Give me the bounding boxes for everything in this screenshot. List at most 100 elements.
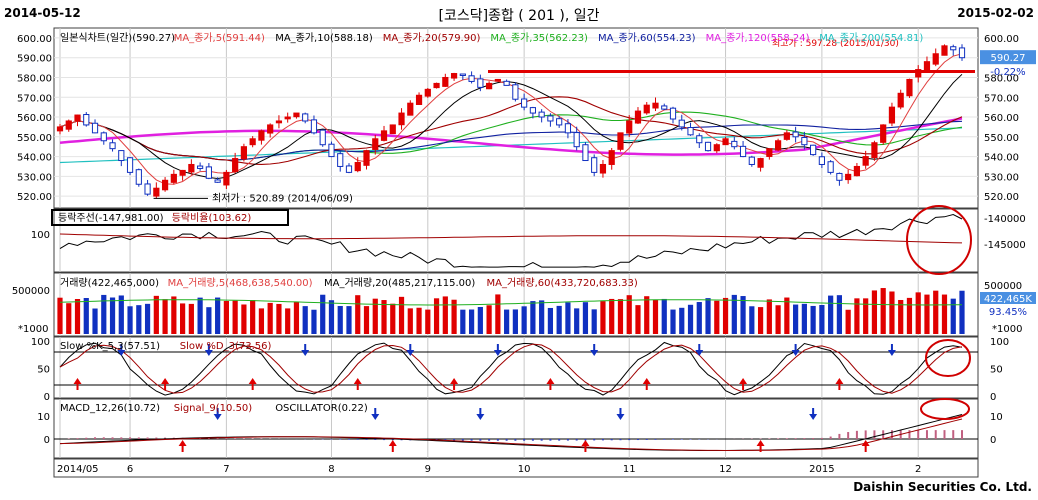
price-y-tick: 590.00 (17, 54, 52, 65)
price-legend-item: MA_종가,120(558.24) (706, 32, 810, 44)
candle-body (424, 88, 431, 97)
candle-body (56, 126, 64, 132)
moving-average-lines (59, 53, 963, 185)
volume-bar (495, 294, 501, 334)
candle-body (477, 78, 484, 88)
volume-bar (328, 300, 335, 334)
volume-bar (670, 309, 676, 334)
candle-body (880, 124, 887, 143)
volume-bar (591, 309, 597, 334)
candle-body (661, 105, 668, 110)
volume-bar (433, 298, 440, 334)
ma5-line (59, 53, 963, 185)
candle-body (521, 98, 528, 108)
volume-bar (416, 307, 422, 334)
macd-signal-line (59, 418, 963, 451)
adl-right-tick: -140000 (984, 214, 1026, 225)
candle-body (153, 187, 160, 197)
candle-body (529, 107, 536, 114)
volume-bar (714, 300, 720, 334)
candle-body (494, 78, 501, 82)
volume-bar (600, 301, 606, 334)
candle-body (915, 69, 922, 78)
volume-bar (784, 297, 790, 334)
candle-body (267, 124, 274, 134)
volume-right-pct: 93.45% (989, 307, 1027, 318)
volume-bar (451, 299, 457, 334)
price-y-tick: 560.00 (17, 113, 52, 124)
volume-bar (136, 305, 142, 334)
volume-bar (241, 304, 247, 334)
volume-bar (696, 302, 702, 334)
macd-legend-item: OSCILLATOR(0.22) (275, 403, 368, 414)
candle-body (906, 78, 913, 97)
candle-body (871, 142, 878, 159)
volume-ma-line (59, 299, 963, 306)
candle-body (573, 132, 580, 148)
stoch-left-tick: 0 (44, 392, 50, 403)
candle-body (941, 45, 948, 56)
candle-body (354, 162, 361, 172)
macd-right-tick: 0 (990, 435, 996, 446)
macd-line (59, 414, 963, 451)
volume-bar (337, 305, 343, 334)
adl-legend-item: 등락주선(-147,981.00) (58, 212, 164, 224)
volume-bar (398, 296, 405, 334)
candlesticks (56, 44, 966, 199)
macd-lines (54, 398, 978, 451)
volume-bar (582, 302, 589, 334)
candle-body (205, 166, 212, 179)
volume-bar (504, 309, 510, 334)
volume-bars (57, 288, 1036, 334)
candle-body (363, 150, 370, 166)
price-legend-item: 일본식차트(일간)(590.27) (60, 32, 175, 44)
volume-bar (757, 307, 764, 334)
volume-bar (258, 308, 265, 334)
volume-bar (898, 299, 904, 334)
candle-body (302, 113, 309, 122)
candle-body (932, 53, 939, 65)
sell-signal-arrow (695, 344, 704, 356)
volume-bar (346, 306, 352, 334)
candle-body (100, 132, 107, 142)
volume-bar (215, 297, 221, 334)
buy-signal-arrow (546, 378, 555, 390)
price-right-tick: 570.00 (984, 93, 1019, 104)
volume-bar (372, 298, 378, 334)
candle-body (345, 165, 353, 173)
candle-body (415, 94, 423, 105)
candle-body (433, 82, 440, 89)
volume-bar (74, 299, 81, 334)
sell-signal-arrow (213, 408, 222, 420)
candle-body (862, 156, 869, 166)
volume-bar (626, 295, 632, 334)
candle-body (626, 120, 633, 134)
volume-tag-bg (980, 292, 1036, 304)
volume-right-tag: 422,465K (984, 294, 1032, 305)
candle-body (328, 143, 335, 158)
candle-body (845, 173, 852, 181)
volume-bar (635, 305, 641, 334)
candle-body (556, 118, 563, 126)
stock-chart[interactable]: 590.27 -0.22% 최고가 : 597.28 (2015/01/30) 최저가… (0, 0, 1038, 478)
candle-body (617, 132, 624, 150)
sell-signal-arrow (493, 344, 502, 356)
candle-body (669, 107, 677, 120)
volume-bar (941, 294, 948, 334)
candle-body (704, 141, 712, 152)
volume-bar (740, 296, 746, 334)
candle-body (214, 179, 221, 183)
adr-line (59, 233, 963, 244)
price-y-tick: 520.00 (17, 192, 52, 203)
price-legend-item: MA_종가,35(562.23) (490, 32, 588, 44)
candle-body (161, 179, 169, 191)
stoch-k-line (59, 341, 963, 396)
adl-left-tick: 100 (31, 230, 50, 241)
candle-body (652, 102, 659, 109)
volume-right-unit: *1000 (992, 324, 1022, 335)
volume-bar (66, 303, 72, 334)
candle-body (766, 148, 773, 157)
price-right-tick: 520.00 (984, 192, 1019, 203)
sell-signal-arrow (476, 408, 485, 420)
volume-bar (355, 295, 361, 334)
